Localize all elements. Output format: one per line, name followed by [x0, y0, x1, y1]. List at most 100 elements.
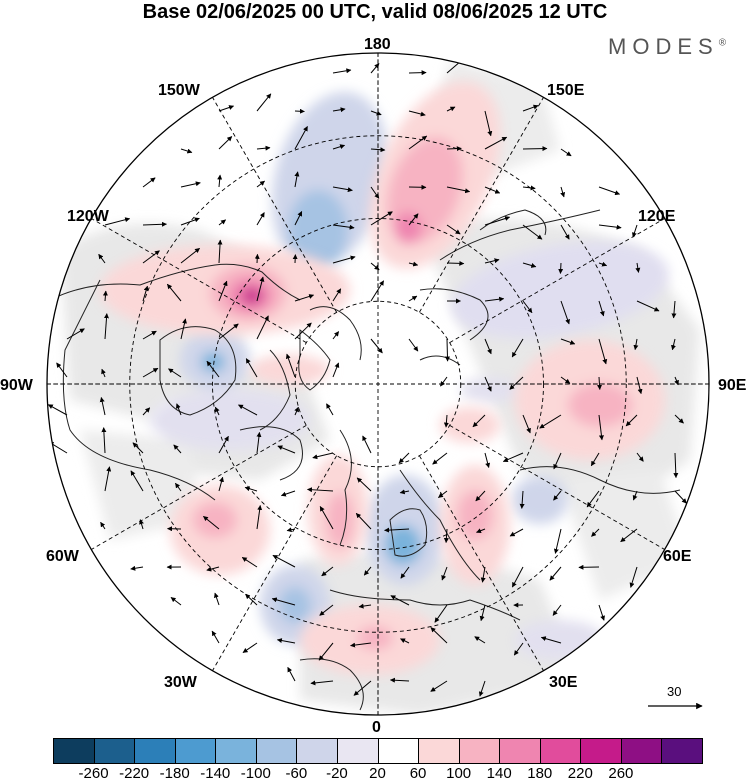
wind-arrow [312, 452, 334, 460]
wind-arrow [217, 239, 223, 264]
wind-arrow [272, 554, 296, 568]
wind-arrow [244, 486, 258, 492]
colorbar-tick-label: -180 [159, 765, 190, 782]
wind-arrow [400, 638, 410, 644]
wind-arrow [355, 512, 372, 530]
meridian-line [212, 97, 338, 313]
wind-arrow [173, 444, 182, 454]
wind-arrow [509, 376, 524, 390]
wind-arrow [242, 642, 258, 653]
wind-arrow [294, 322, 312, 340]
wind-arrow [101, 427, 107, 454]
wind-arrow [168, 368, 182, 378]
wind-arrow [408, 213, 419, 226]
meridian-line [91, 218, 307, 344]
wind-arrow [101, 368, 106, 378]
wind-arrow [211, 630, 220, 644]
wind-arrow [430, 627, 448, 644]
meridian-line [418, 455, 544, 671]
latitude-circle [212, 218, 544, 550]
wind-arrow [218, 323, 239, 340]
wind-arrow [370, 63, 380, 74]
wind-arrow [522, 300, 533, 314]
wind-arrow [353, 680, 372, 696]
wind-arrow [408, 261, 419, 267]
wind-arrow [218, 280, 228, 302]
wind-arrow [370, 211, 393, 226]
wind-arrow [142, 221, 167, 227]
wind-arrow [598, 338, 608, 365]
wind-arrow [591, 528, 600, 537]
wind-arrow [389, 677, 410, 683]
wind-arrow [620, 528, 638, 543]
colorbar-swatch [53, 738, 95, 764]
wind-arrow [203, 515, 220, 530]
wind-arrow [332, 144, 346, 150]
wind-arrow [586, 490, 600, 508]
wind-arrow [130, 565, 144, 571]
lon-label-90e: 90E [718, 377, 747, 394]
wind-arrow [635, 262, 641, 273]
wind-arrow [484, 296, 505, 302]
wind-arrow [444, 338, 450, 362]
wind-arrow [560, 376, 571, 384]
wind-arrow [511, 338, 524, 358]
wind-arrow [553, 490, 562, 501]
wind-arrow [598, 300, 605, 317]
wind-arrow [99, 396, 106, 416]
wind-arrow [484, 338, 492, 355]
wind-arrow [256, 93, 272, 112]
wind-arrow [636, 452, 644, 462]
wind-arrow [384, 527, 410, 533]
colorbar-tick-label: -60 [285, 765, 308, 782]
wind-arrow [408, 135, 428, 150]
colorbar-swatch [620, 738, 663, 764]
wind-arrow [321, 566, 334, 577]
lon-label-120w: 120W [67, 208, 109, 225]
reference-vector-label: 30 [667, 684, 682, 699]
wind-arrow [446, 106, 456, 112]
wind-arrow [332, 68, 352, 74]
wind-arrow [474, 636, 486, 644]
wind-arrow [358, 603, 372, 609]
wind-arrow [104, 313, 109, 340]
lon-label-30e: 30E [549, 674, 578, 691]
wind-arrow [294, 126, 308, 150]
wind-arrow [56, 362, 68, 378]
colorbar-swatch [296, 738, 338, 764]
wind-arrow [142, 407, 151, 416]
wind-arrow [326, 403, 334, 416]
wind-arrow [245, 358, 258, 378]
wind-arrow [318, 642, 334, 661]
wind-arrow [294, 294, 315, 302]
wind-arrow [502, 452, 524, 463]
colorbar-tick-label: 220 [567, 765, 593, 782]
wind-arrow [306, 487, 334, 493]
wind-arrow [522, 185, 536, 191]
wind-arrow [276, 638, 296, 644]
lon-label-60w: 60W [46, 548, 79, 565]
wind-arrow [370, 262, 380, 271]
wind-arrow [217, 174, 223, 188]
wind-arrow [484, 258, 500, 264]
wind-arrow [598, 414, 604, 441]
colorbar-tick-label: 60 [409, 765, 427, 782]
colorbar-swatch [539, 738, 582, 764]
wind-arrow [363, 566, 372, 576]
wind-arrow [241, 556, 258, 568]
wind-arrow [484, 186, 501, 194]
wind-arrow [632, 490, 638, 501]
wind-arrow [539, 414, 562, 429]
wind-arrow [484, 136, 508, 150]
wind-arrow [370, 338, 383, 354]
wind-arrow [540, 636, 562, 644]
wind-arrow [553, 452, 562, 470]
wind-arrow [285, 353, 296, 378]
colorbar-tick-label: -260 [78, 765, 109, 782]
wind-arrow [256, 212, 265, 226]
wind-arrow [434, 604, 448, 623]
wind-arrow [440, 376, 448, 387]
wind-arrow [102, 290, 108, 302]
wind-arrow [408, 110, 426, 117]
wind-arrow [598, 186, 621, 196]
